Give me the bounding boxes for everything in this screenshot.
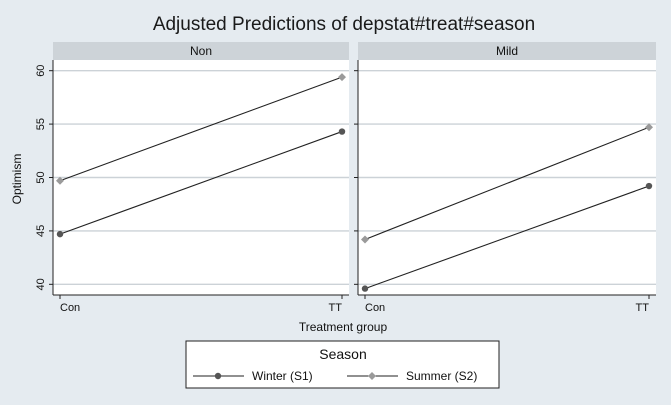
y-tick-label: 40 bbox=[35, 278, 47, 290]
x-tick-label: Con bbox=[365, 302, 385, 314]
data-point-winter bbox=[338, 128, 346, 135]
legend-box bbox=[185, 340, 500, 389]
series-line-summer bbox=[364, 126, 650, 240]
series-line-summer bbox=[59, 76, 343, 182]
y-axis-title: Optimism bbox=[10, 154, 24, 205]
panel-strip-label: Non bbox=[190, 44, 212, 58]
legend-winter-label: Winter (S1) bbox=[252, 369, 313, 383]
panel-strip-label: Mild bbox=[496, 44, 518, 58]
chart-title: Adjusted Predictions of depstat#treat#se… bbox=[153, 14, 535, 35]
data-point-winter bbox=[361, 285, 369, 292]
panel-non: Non 40 45 50 55 60 Con TT bbox=[35, 42, 349, 314]
legend: Season Winter (S1) Summer (S2) bbox=[185, 340, 500, 389]
data-point-summer bbox=[338, 73, 346, 82]
x-tick-label: Con bbox=[60, 302, 80, 314]
panels: Non 40 45 50 55 60 Con TT Mild Con TT bbox=[35, 42, 656, 314]
data-point-summer bbox=[645, 123, 653, 132]
x-tick-label: TT bbox=[329, 302, 343, 314]
y-tick-label: 60 bbox=[35, 65, 47, 77]
y-tick-label: 55 bbox=[35, 118, 47, 130]
data-point-summer bbox=[361, 235, 369, 244]
series-line-winter bbox=[364, 185, 650, 290]
panel-strip bbox=[358, 42, 656, 60]
panel-strip bbox=[53, 42, 349, 60]
panel-mild: Mild Con TT bbox=[354, 42, 656, 314]
legend-title: Season bbox=[319, 346, 366, 362]
x-tick-label: TT bbox=[636, 302, 650, 314]
x-axis-title: Treatment group bbox=[299, 320, 388, 334]
data-point-winter bbox=[645, 182, 653, 190]
y-tick-label: 45 bbox=[35, 225, 47, 237]
series-line-winter bbox=[59, 131, 343, 235]
y-tick-label: 50 bbox=[35, 171, 47, 183]
data-point-summer bbox=[56, 176, 64, 185]
legend-summer-marker bbox=[368, 372, 376, 380]
legend-summer-label: Summer (S2) bbox=[406, 369, 477, 383]
legend-winter-marker bbox=[214, 372, 222, 380]
data-point-winter bbox=[56, 230, 64, 238]
